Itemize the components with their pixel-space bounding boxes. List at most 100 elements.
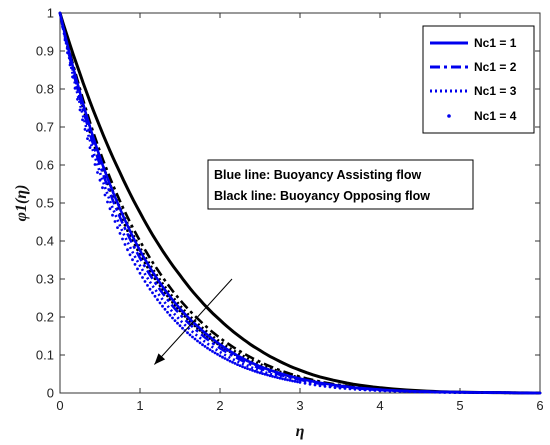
data-point bbox=[211, 350, 214, 353]
data-point bbox=[246, 367, 249, 370]
data-point bbox=[513, 391, 517, 395]
data-point bbox=[241, 365, 244, 369]
annotation: Blue line: Buoyancy Assisting flow Black… bbox=[207, 159, 474, 210]
data-point bbox=[191, 335, 194, 339]
data-point bbox=[468, 391, 472, 394]
data-point bbox=[123, 243, 127, 246]
annotation-opposing: Black line: Buoyancy Opposing flow bbox=[214, 189, 430, 203]
plot-lines bbox=[58, 11, 542, 395]
data-point bbox=[338, 386, 342, 390]
data-point bbox=[373, 389, 377, 392]
data-point bbox=[281, 377, 284, 381]
data-point bbox=[88, 146, 92, 150]
data-point bbox=[161, 304, 164, 308]
axes: 0 1 2 3 4 5 6 0 0.1 0.2 0.3 0.4 0.5 0.6 0.7 0.8 0.9 1 η φ1(… bbox=[13, 6, 544, 441]
legend-label-1: Nc1 = 1 bbox=[474, 36, 517, 50]
data-point bbox=[228, 359, 232, 363]
data-point bbox=[156, 298, 159, 302]
data-point bbox=[206, 346, 209, 350]
y-tick-label: 1 bbox=[47, 6, 54, 21]
data-point bbox=[283, 378, 287, 381]
data-point bbox=[208, 348, 212, 352]
data-point bbox=[488, 391, 492, 394]
x-axis-label: η bbox=[296, 423, 305, 440]
data-point bbox=[313, 383, 317, 387]
arrow-shaft bbox=[154, 278, 233, 365]
data-point bbox=[213, 351, 217, 355]
data-point bbox=[528, 391, 532, 395]
trend-arrow bbox=[154, 278, 233, 365]
data-point bbox=[116, 226, 119, 230]
x-tick-label: 4 bbox=[376, 398, 383, 413]
data-point bbox=[498, 391, 502, 394]
data-point bbox=[298, 381, 302, 384]
data-point bbox=[106, 200, 109, 204]
data-point bbox=[368, 388, 372, 392]
data-point bbox=[258, 371, 262, 375]
data-point bbox=[291, 379, 294, 383]
data-point bbox=[438, 390, 442, 394]
data-point bbox=[276, 376, 279, 379]
data-point bbox=[196, 339, 199, 343]
data-point bbox=[176, 321, 179, 325]
data-point bbox=[93, 163, 97, 166]
y-tick-label: 0.2 bbox=[36, 310, 54, 325]
data-point bbox=[448, 391, 452, 394]
y-tick-label: 0.4 bbox=[36, 234, 54, 249]
data-point bbox=[253, 369, 257, 373]
y-tick-label: 0 bbox=[47, 386, 54, 401]
data-point bbox=[508, 391, 512, 395]
y-axis-label: φ1(η) bbox=[13, 185, 30, 222]
data-point bbox=[518, 391, 522, 395]
data-point bbox=[261, 372, 264, 375]
x-tick-label: 2 bbox=[216, 398, 223, 413]
data-point bbox=[153, 294, 157, 298]
data-point bbox=[113, 220, 117, 223]
data-point bbox=[503, 391, 507, 395]
data-point bbox=[171, 316, 174, 320]
data-point bbox=[493, 391, 497, 394]
data-point bbox=[383, 389, 387, 393]
data-point bbox=[236, 363, 239, 366]
data-point bbox=[453, 391, 457, 394]
data-point bbox=[273, 375, 277, 379]
data-point bbox=[248, 368, 252, 371]
y-tick-label: 0.5 bbox=[36, 196, 54, 211]
y-tick-label: 0.9 bbox=[36, 44, 54, 59]
data-point bbox=[143, 280, 147, 283]
data-point bbox=[398, 390, 402, 393]
y-tick-label: 0.1 bbox=[36, 348, 54, 363]
data-point bbox=[136, 267, 139, 271]
data-point bbox=[151, 291, 154, 295]
data-point bbox=[318, 384, 322, 388]
data-point bbox=[268, 374, 272, 378]
data-point bbox=[333, 386, 337, 389]
data-point bbox=[101, 186, 104, 190]
data-point bbox=[103, 193, 107, 197]
data-point bbox=[138, 271, 142, 275]
data-point bbox=[126, 248, 129, 252]
data-point bbox=[108, 207, 112, 211]
data-point bbox=[198, 341, 202, 345]
data-point bbox=[463, 391, 467, 394]
data-point bbox=[133, 263, 137, 266]
data-point bbox=[173, 319, 177, 322]
data-point bbox=[148, 287, 152, 291]
data-point bbox=[423, 390, 427, 394]
data-point bbox=[121, 237, 124, 241]
data-point bbox=[428, 390, 432, 394]
data-point bbox=[223, 357, 227, 360]
data-point bbox=[186, 331, 189, 335]
legend: Nc1 = 1 Nc1 = 2 Nc1 = 3 Nc1 = 4 bbox=[422, 25, 535, 134]
data-point bbox=[538, 391, 542, 395]
data-point bbox=[478, 391, 482, 394]
data-point bbox=[378, 389, 382, 393]
data-point bbox=[66, 51, 69, 55]
series-assisting-nc2 bbox=[58, 12, 540, 395]
data-point bbox=[226, 358, 229, 362]
data-point bbox=[231, 360, 234, 364]
legend-label-4: Nc1 = 4 bbox=[474, 109, 517, 123]
data-point bbox=[353, 387, 357, 391]
data-point bbox=[303, 381, 307, 385]
